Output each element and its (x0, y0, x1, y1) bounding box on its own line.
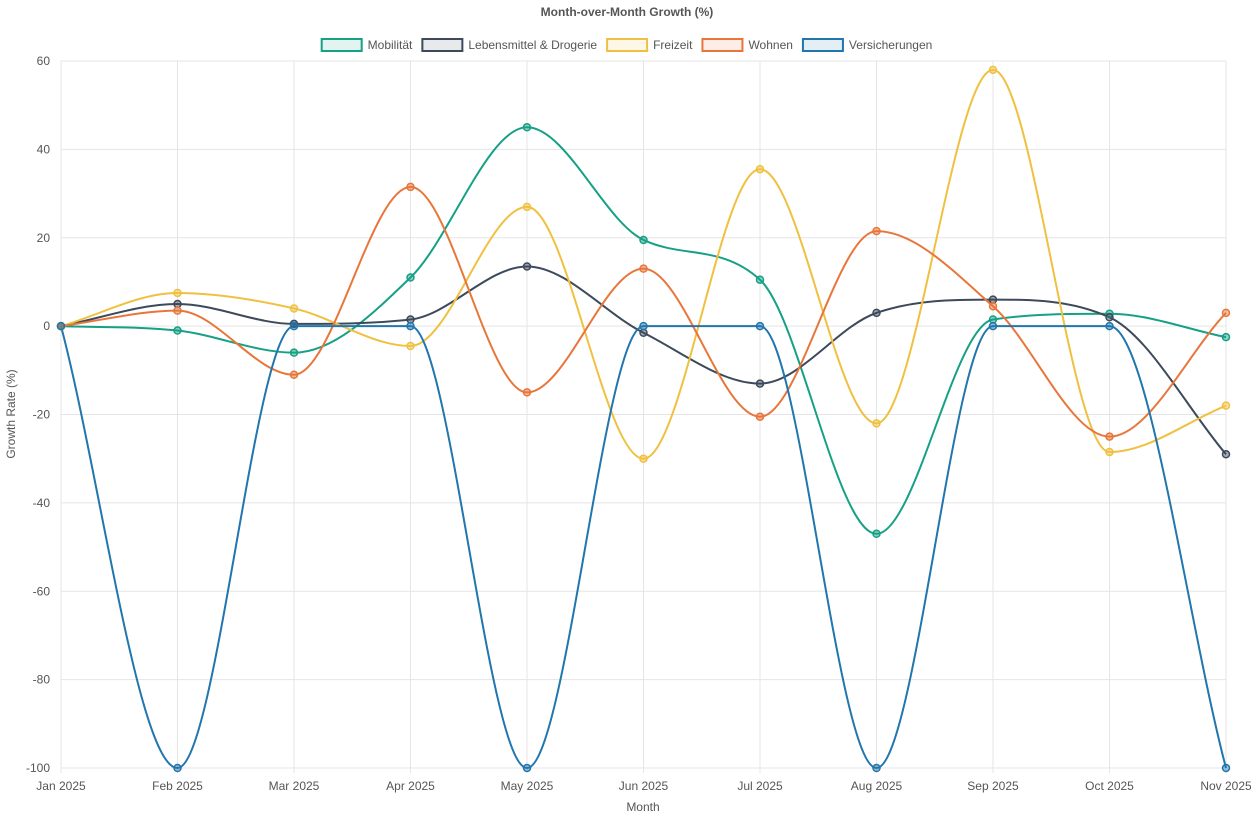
x-tick-label: Mar 2025 (269, 779, 320, 793)
data-point-lebensmittel-and-drogerie[interactable] (872, 308, 881, 318)
data-point-versicherungen[interactable] (289, 321, 299, 331)
data-point-versicherungen[interactable] (173, 763, 182, 773)
data-point-mobilitaet[interactable] (755, 275, 765, 284)
data-point-wohnen[interactable] (988, 301, 998, 311)
y-tick-label: -80 (33, 673, 51, 687)
legend-label-wohnen: Wohnen (748, 38, 792, 52)
grid (60, 60, 1227, 773)
y-tick-label: 20 (37, 231, 51, 245)
chart-title: Month-over-Month Growth (%) (541, 5, 714, 19)
legend-swatch-versicherungen (801, 38, 844, 52)
y-tick-label: 60 (37, 54, 51, 68)
data-point-versicherungen[interactable] (988, 321, 998, 331)
data-point-mobilitaet[interactable] (289, 348, 299, 357)
legend-swatch-freizeit (606, 38, 649, 52)
y-axis-ticks: 60 40 20 0 -20 -40 -60 -80 -100 (26, 54, 50, 775)
series-points (56, 65, 1231, 773)
data-point-wohnen[interactable] (639, 264, 648, 273)
y-tick-label: 0 (43, 319, 50, 333)
data-point-freizeit[interactable] (1105, 447, 1114, 457)
data-point-mobilitaet[interactable] (872, 529, 881, 539)
legend-item-lebensmittel-and-drogerie[interactable]: Lebensmittel & Drogerie (421, 38, 597, 52)
legend-item-wohnen[interactable]: Wohnen (701, 38, 793, 52)
legend-item-freizeit[interactable]: Freizeit (606, 38, 693, 52)
data-point-versicherungen[interactable] (56, 321, 66, 331)
data-point-versicherungen[interactable] (1221, 763, 1231, 773)
y-tick-label: -100 (26, 761, 50, 775)
legend-swatch-mobilitaet (320, 38, 363, 52)
x-tick-label: Apr 2025 (386, 779, 435, 793)
legend-item-mobilitaet[interactable]: Mobilität (320, 38, 413, 52)
y-tick-label: -40 (33, 496, 51, 510)
y-tick-label: -60 (33, 584, 51, 598)
x-tick-label: Jan 2025 (36, 779, 86, 793)
series-lines (60, 68, 1227, 770)
data-point-lebensmittel-and-drogerie[interactable] (1221, 450, 1231, 459)
data-point-wohnen[interactable] (522, 388, 532, 397)
data-point-mobilitaet[interactable] (639, 235, 648, 245)
data-point-mobilitaet[interactable] (522, 123, 532, 132)
y-tick-label: 40 (37, 142, 51, 156)
data-point-versicherungen[interactable] (522, 763, 532, 773)
data-point-lebensmittel-and-drogerie[interactable] (1105, 313, 1114, 322)
x-axis-ticks: Jan 2025 Feb 2025 Mar 2025 Apr 2025 May 2025… (36, 779, 1251, 793)
legend-label-mobilitaet: Mobilität (368, 38, 413, 52)
data-point-wohnen[interactable] (755, 412, 765, 421)
data-point-versicherungen[interactable] (1105, 321, 1114, 331)
x-tick-label: Feb 2025 (152, 779, 203, 793)
data-point-versicherungen[interactable] (872, 763, 881, 773)
data-point-wohnen[interactable] (173, 306, 182, 315)
data-point-freizeit[interactable] (988, 65, 998, 75)
legend: Mobilität Lebensmittel & Drogerie Freizeit… (320, 38, 932, 52)
data-point-lebensmittel-and-drogerie[interactable] (755, 379, 765, 388)
data-point-versicherungen[interactable] (406, 321, 415, 331)
x-tick-label: Jul 2025 (737, 779, 783, 793)
series-line-wohnen (60, 185, 1227, 438)
data-point-wohnen[interactable] (1221, 308, 1231, 318)
legend-item-versicherungen[interactable]: Versicherungen (801, 38, 932, 52)
data-point-mobilitaet[interactable] (406, 273, 415, 282)
legend-label-freizeit: Freizeit (653, 38, 693, 52)
data-point-freizeit[interactable] (406, 341, 415, 351)
data-point-freizeit[interactable] (173, 288, 182, 298)
x-tick-label: Sep 2025 (967, 779, 1019, 793)
series-line-mobilitaet (60, 126, 1227, 535)
legend-swatch-wohnen (701, 38, 744, 52)
x-tick-label: May 2025 (501, 779, 554, 793)
data-point-freizeit[interactable] (755, 165, 765, 174)
data-point-wohnen[interactable] (289, 370, 299, 379)
legend-label-versicherungen: Versicherungen (849, 38, 932, 52)
data-point-wohnen[interactable] (872, 226, 881, 236)
data-point-freizeit[interactable] (872, 419, 881, 428)
x-tick-label: Nov 2025 (1200, 779, 1251, 793)
data-point-lebensmittel-and-drogerie[interactable] (522, 262, 532, 271)
data-point-freizeit[interactable] (522, 202, 532, 212)
x-tick-label: Jun 2025 (619, 779, 669, 793)
series-line-lebensmittel-and-drogerie (60, 265, 1227, 455)
data-point-versicherungen[interactable] (755, 321, 765, 331)
data-point-wohnen[interactable] (1105, 432, 1114, 441)
series-line-freizeit (60, 68, 1227, 460)
data-point-freizeit[interactable] (1221, 401, 1231, 410)
data-point-wohnen[interactable] (406, 182, 415, 192)
y-tick-label: -20 (33, 408, 51, 422)
data-point-freizeit[interactable] (639, 454, 648, 463)
data-point-mobilitaet[interactable] (1221, 332, 1231, 342)
data-point-versicherungen[interactable] (639, 321, 648, 331)
series-line-versicherungen (60, 325, 1227, 770)
y-axis-label: Growth Rate (%) (4, 369, 18, 458)
data-point-mobilitaet[interactable] (173, 326, 182, 335)
x-axis-label: Month (626, 800, 659, 814)
data-point-freizeit[interactable] (289, 304, 299, 313)
legend-label-lebensmittel-and-drogerie: Lebensmittel & Drogerie (468, 38, 597, 52)
legend-swatch-lebensmittel-and-drogerie (421, 38, 464, 52)
x-tick-label: Oct 2025 (1085, 779, 1134, 793)
x-tick-label: Aug 2025 (851, 779, 903, 793)
